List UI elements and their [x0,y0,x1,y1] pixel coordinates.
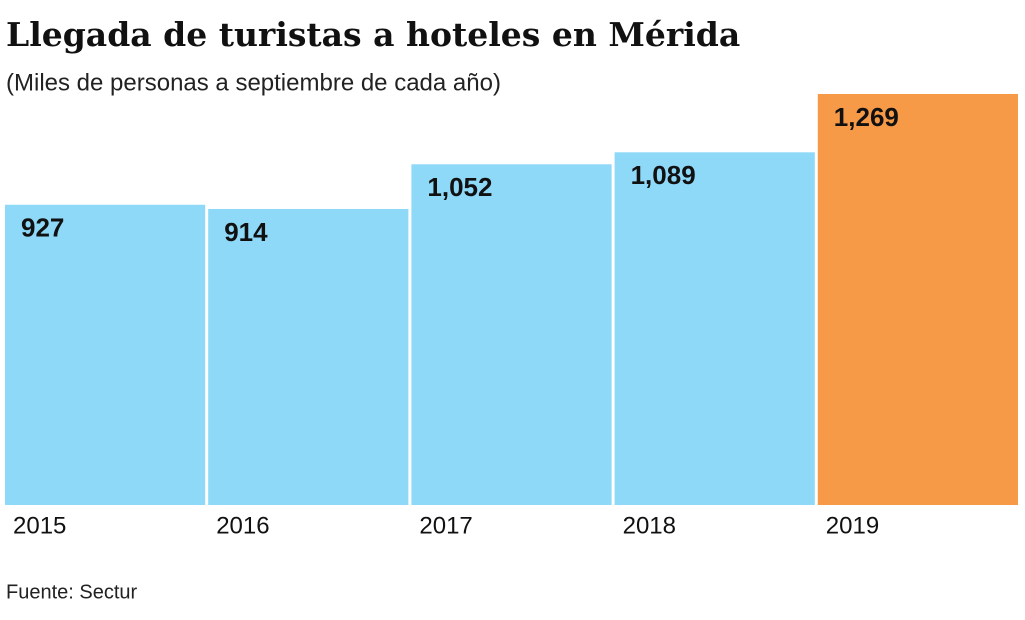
x-tick-label: 2016 [216,512,269,539]
bar [614,152,815,506]
x-tick-label: 2019 [826,512,879,539]
chart-subtitle: (Miles de personas a septiembre de cada … [6,69,501,96]
value-label: 1,052 [427,172,492,202]
value-label: 914 [224,217,268,247]
x-tick-label: 2015 [13,512,66,539]
bar [208,208,409,505]
chart-title: Llegada de turistas a hoteles en Mérida [6,15,740,54]
bar [5,204,206,505]
x-tick-label: 2018 [623,512,676,539]
value-label: 927 [21,213,64,243]
x-tick-label: 2017 [419,512,472,539]
source-note: Fuente: Sectur [6,581,138,603]
bar [817,94,1018,505]
value-label: 1,089 [631,160,696,190]
bar [411,164,612,506]
value-label: 1,269 [834,102,899,132]
